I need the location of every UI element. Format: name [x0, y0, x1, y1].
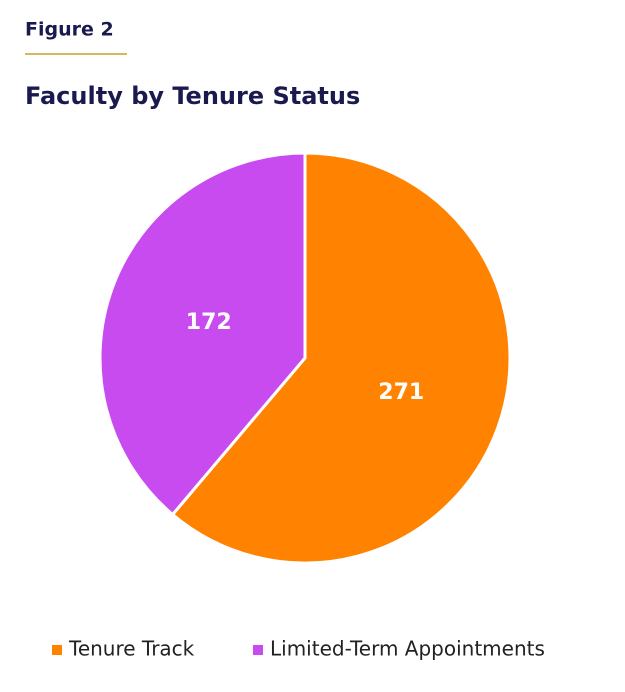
- legend-swatch: [52, 645, 62, 655]
- data-label: 271: [378, 380, 424, 405]
- pie-slice: [98, 151, 307, 517]
- data-label: 172: [186, 310, 232, 335]
- legend-swatch: [253, 645, 263, 655]
- legend-label: Tenure Track: [68, 637, 195, 661]
- legend-label: Limited-Term Appointments: [270, 637, 545, 661]
- pie-slice: [170, 151, 512, 565]
- chart-title: Faculty by Tenure Status: [25, 82, 360, 110]
- figure-label: Figure 2: [25, 19, 114, 41]
